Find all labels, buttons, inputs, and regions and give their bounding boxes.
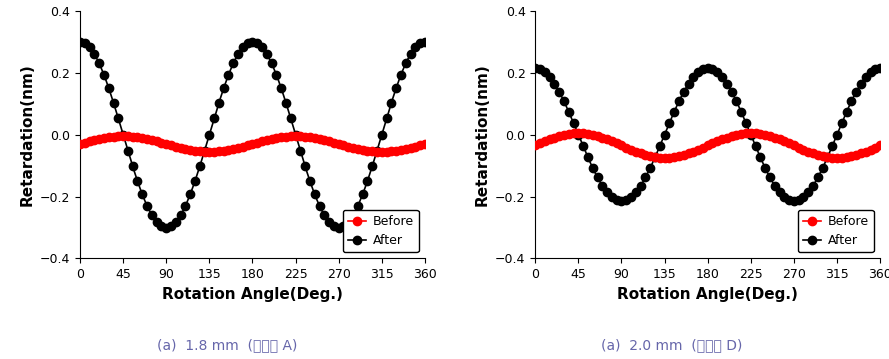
- Y-axis label: Retardation(nm): Retardation(nm): [475, 63, 490, 206]
- Text: (a)  2.0 mm  (러빙포 D): (a) 2.0 mm (러빙포 D): [600, 338, 742, 352]
- After: [388, 93, 399, 98]
- Line: Before: Before: [76, 132, 429, 156]
- Legend: Before, After: Before, After: [342, 210, 419, 252]
- After: [278, 93, 289, 98]
- After: [420, 39, 430, 44]
- After: [605, 194, 616, 199]
- Before: [621, 145, 631, 150]
- After: [75, 39, 85, 44]
- Before: [204, 149, 214, 154]
- Before: [875, 143, 885, 148]
- After: [767, 180, 778, 185]
- Before: [75, 142, 85, 146]
- X-axis label: Rotation Angle(Deg.): Rotation Angle(Deg.): [162, 287, 343, 302]
- Before: [420, 142, 430, 146]
- After: [161, 225, 172, 230]
- Before: [701, 144, 711, 149]
- Before: [530, 143, 541, 148]
- Text: (a)  1.8 mm  (러빙포 A): (a) 1.8 mm (러빙포 A): [156, 338, 297, 352]
- After: [700, 66, 710, 70]
- After: [844, 104, 854, 109]
- Before: [606, 139, 617, 143]
- Before: [245, 142, 256, 146]
- Before: [279, 135, 290, 139]
- Before: [660, 156, 670, 160]
- After: [621, 198, 631, 202]
- Y-axis label: Retardation(nm): Retardation(nm): [20, 63, 35, 206]
- Legend: Before, After: Before, After: [797, 210, 874, 252]
- Line: After: After: [76, 38, 429, 232]
- Before: [734, 132, 745, 136]
- Before: [117, 134, 128, 138]
- Before: [573, 131, 584, 135]
- After: [312, 199, 323, 204]
- After: [733, 104, 744, 109]
- Line: Before: Before: [531, 129, 885, 162]
- Before: [388, 149, 399, 153]
- Line: After: After: [531, 64, 885, 205]
- After: [616, 199, 627, 203]
- Before: [165, 143, 176, 148]
- After: [150, 219, 161, 223]
- After: [875, 66, 885, 70]
- After: [530, 66, 541, 70]
- Before: [151, 139, 162, 143]
- Before: [768, 135, 779, 139]
- After: [244, 40, 255, 44]
- Before: [313, 136, 324, 141]
- After: [165, 224, 176, 228]
- Before: [845, 154, 855, 159]
- X-axis label: Rotation Angle(Deg.): Rotation Angle(Deg.): [617, 287, 798, 302]
